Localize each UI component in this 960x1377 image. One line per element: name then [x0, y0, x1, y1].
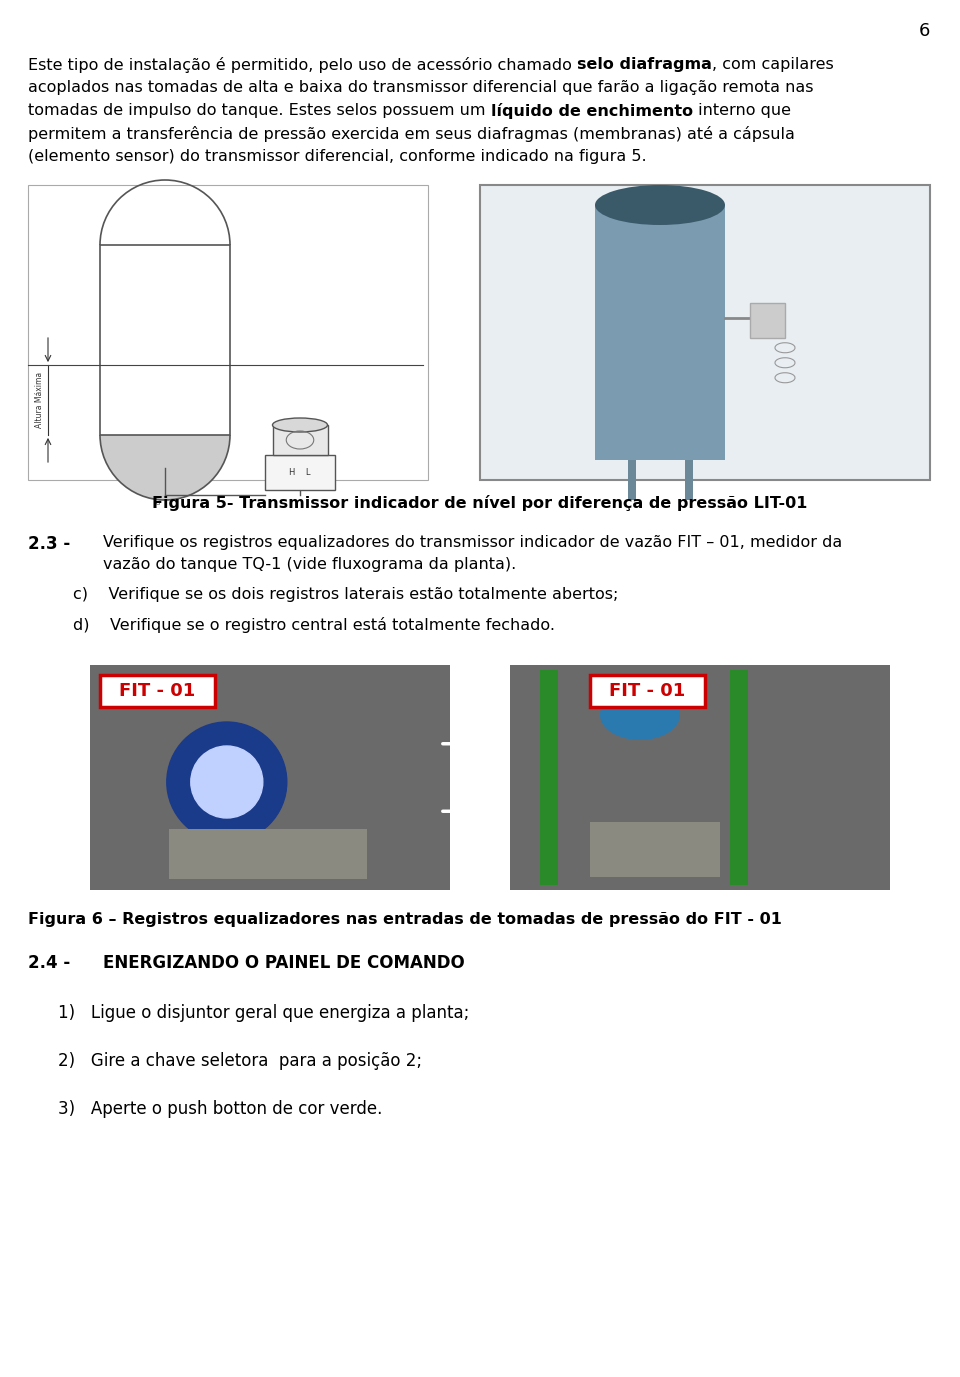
Bar	[90, 665, 450, 890]
Text: d)    Verifique se o registro central está totalmente fechado.: d) Verifique se o registro central está …	[73, 617, 555, 633]
Ellipse shape	[600, 690, 680, 739]
Text: interno que: interno que	[693, 103, 791, 118]
Text: permitem a transferência de pressão exercida em seus diafragmas (membranas) até : permitem a transferência de pressão exer…	[28, 127, 795, 142]
Text: selo diafragma: selo diafragma	[577, 56, 712, 72]
Bar	[628, 460, 636, 500]
Text: Figura 5- Transmissor indicador de nível por diferença de pressão LIT-01: Figura 5- Transmissor indicador de nível…	[153, 494, 807, 511]
Bar	[101, 365, 229, 435]
Circle shape	[167, 722, 287, 841]
Bar	[590, 675, 705, 706]
Bar	[510, 665, 890, 890]
Bar	[596, 303, 724, 460]
Text: acoplados nas tomadas de alta e baixa do transmissor diferencial que farão a lig: acoplados nas tomadas de alta e baixa do…	[28, 80, 813, 95]
Text: H    L: H L	[289, 468, 311, 476]
Text: 2.4 -: 2.4 -	[28, 954, 70, 972]
Bar	[28, 185, 428, 481]
Text: 1)   Ligue o disjuntor geral que energiza a planta;: 1) Ligue o disjuntor geral que energiza …	[58, 1004, 469, 1022]
Text: ENERGIZANDO O PAINEL DE COMANDO: ENERGIZANDO O PAINEL DE COMANDO	[103, 954, 465, 972]
Text: 6: 6	[919, 22, 930, 40]
Text: FIT - 01: FIT - 01	[119, 682, 196, 700]
Wedge shape	[100, 435, 230, 500]
Text: d: d	[156, 500, 160, 505]
Bar	[265, 454, 335, 490]
Circle shape	[191, 746, 263, 818]
Text: Este tipo de instalação é permitido, pelo uso de acessório chamado: Este tipo de instalação é permitido, pel…	[28, 56, 577, 73]
Text: , com capilares: , com capilares	[712, 56, 833, 72]
Text: 2)   Gire a chave seletora  para a posição 2;: 2) Gire a chave seletora para a posição …	[58, 1052, 422, 1070]
Bar	[540, 671, 558, 885]
Text: c)    Verifique se os dois registros laterais estão totalmente abertos;: c) Verifique se os dois registros latera…	[73, 587, 618, 602]
Bar	[100, 245, 230, 435]
Bar	[750, 303, 785, 337]
Bar	[590, 822, 720, 877]
Text: Altura Máxima: Altura Máxima	[36, 372, 44, 428]
Bar	[169, 829, 368, 880]
Bar	[100, 675, 215, 706]
Text: FIT - 01: FIT - 01	[610, 682, 685, 700]
Text: Verifique os registros equalizadores do transmissor indicador de vazão FIT – 01,: Verifique os registros equalizadores do …	[103, 536, 842, 549]
Text: tomadas de impulso do tanque. Estes selos possuem um: tomadas de impulso do tanque. Estes selo…	[28, 103, 491, 118]
Text: vazão do tanque TQ-1 (vide fluxograma da planta).: vazão do tanque TQ-1 (vide fluxograma da…	[103, 558, 516, 571]
Text: Figura 6 – Registros equalizadores nas entradas de tomadas de pressão do FIT - 0: Figura 6 – Registros equalizadores nas e…	[28, 912, 781, 927]
Text: 3)   Aperte o push botton de cor verde.: 3) Aperte o push botton de cor verde.	[58, 1100, 382, 1118]
Ellipse shape	[595, 185, 725, 224]
Text: 2.3 -: 2.3 -	[28, 536, 70, 554]
Bar	[730, 671, 748, 885]
Bar	[273, 425, 327, 454]
Bar	[480, 185, 930, 481]
Bar	[684, 460, 692, 500]
Ellipse shape	[273, 419, 327, 432]
Bar	[595, 205, 725, 460]
Text: (elemento sensor) do transmissor diferencial, conforme indicado na figura 5.: (elemento sensor) do transmissor diferen…	[28, 149, 647, 164]
Text: líquido de enchimento: líquido de enchimento	[491, 103, 693, 118]
